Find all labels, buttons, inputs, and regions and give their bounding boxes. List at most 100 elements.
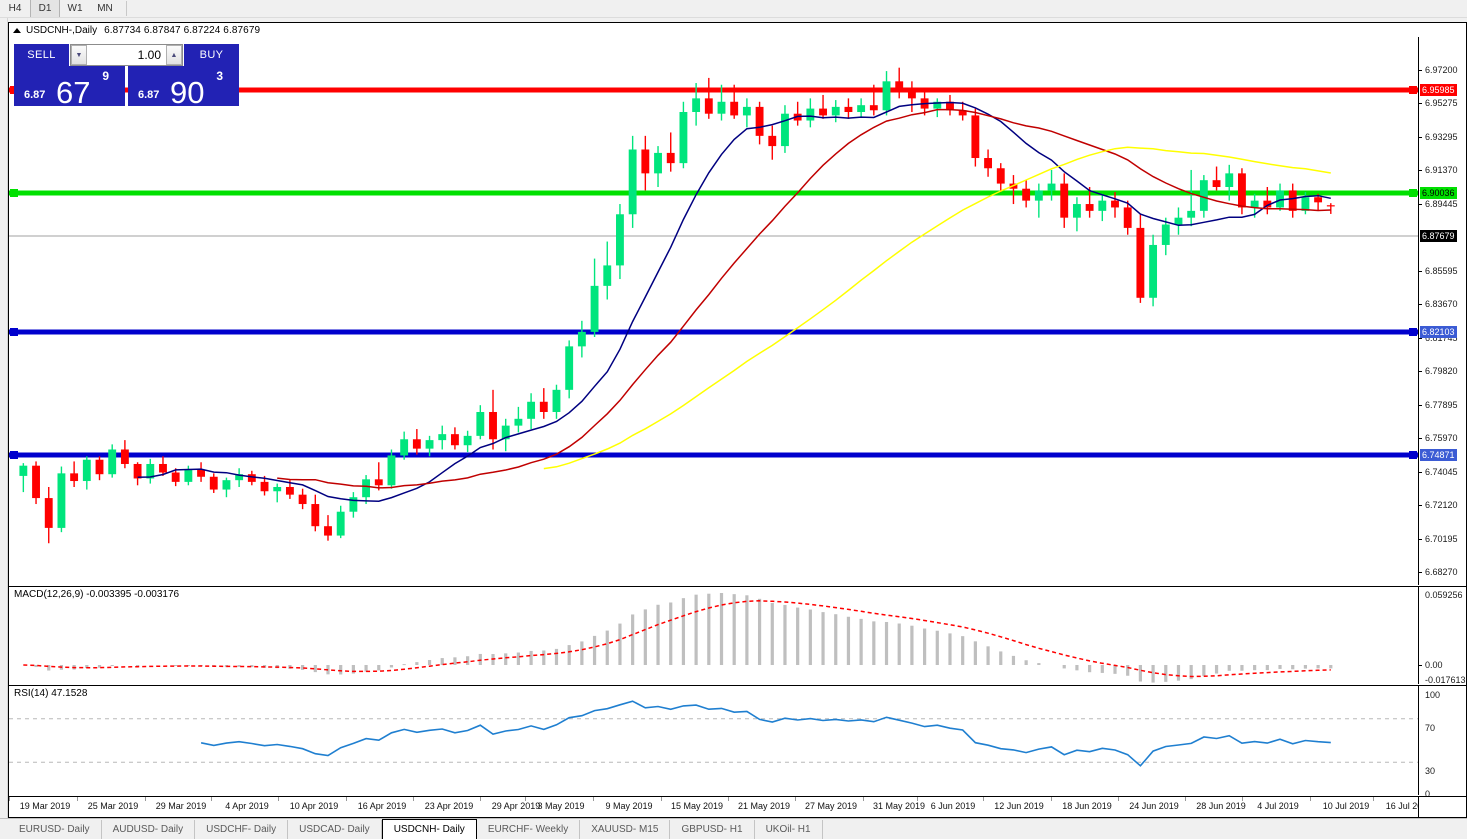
chart-tab-usdchf[interactable]: USDCHF- Daily — [195, 820, 289, 839]
macd-histogram-bar — [97, 665, 102, 668]
chart-tab-ukoil[interactable]: UKOil- H1 — [755, 820, 823, 839]
macd-histogram-bar — [859, 618, 863, 665]
macd-signal-line — [23, 600, 1331, 678]
time-axis-label: 10 Jul 2019 — [1322, 801, 1370, 811]
chart-title-bar: USDCNH-,Daily 6.87734 6.87847 6.87224 6.… — [9, 23, 1466, 37]
time-axis-label: 19 Mar 2019 — [19, 801, 71, 811]
candle-body — [1238, 173, 1246, 208]
level-anchor-pivot — [10, 189, 18, 197]
candle-body — [425, 440, 434, 449]
macd-histogram-bar — [34, 665, 38, 668]
macd-histogram-bar — [770, 603, 774, 665]
macd-histogram-bar — [1011, 655, 1016, 665]
time-axis-label: 29 Mar 2019 — [155, 801, 207, 811]
candle-body — [1326, 205, 1335, 207]
macd-histogram-bar — [1126, 665, 1130, 676]
price-tick-mark — [1419, 438, 1422, 439]
macd-histogram-bar — [999, 651, 1003, 665]
candle-body — [1098, 200, 1107, 211]
time-axis-ticks[interactable]: 19 Mar 2019 25 Mar 2019 29 Mar 2019 4 Apr 2… — [9, 797, 1432, 817]
macd-plot-area[interactable] — [9, 587, 1418, 684]
price-tick-label: 6.77895 — [1425, 400, 1458, 410]
chevron-up-icon[interactable]: ▲ — [166, 45, 182, 65]
buy-button[interactable]: BUY — [184, 44, 239, 66]
macd-histogram-bar — [1088, 665, 1092, 673]
candle-body — [590, 285, 599, 332]
candle-body — [907, 89, 916, 99]
price-tick-label: 6.68270 — [1425, 567, 1458, 577]
moving-average-ma-fast — [137, 101, 1331, 502]
macd-histogram-bar — [1214, 665, 1219, 674]
macd-histogram-bar — [1303, 665, 1308, 669]
macd-histogram-bar — [1291, 665, 1295, 670]
chart-tab-audusd[interactable]: AUDUSD- Daily — [102, 820, 196, 839]
macd-tick-label: -0.017613 — [1425, 675, 1466, 685]
macd-histogram-bar — [821, 612, 825, 665]
candle-body — [1212, 180, 1221, 187]
candle-body — [895, 81, 904, 90]
time-axis-label: 9 May 2019 — [605, 801, 653, 811]
sell-button[interactable]: SELL — [14, 44, 69, 66]
level-anchor-right-support-1 — [1409, 328, 1417, 336]
time-axis-label: 4 Jul 2019 — [1257, 801, 1299, 811]
time-axis-divider — [593, 797, 594, 801]
price-tick-mark — [1419, 304, 1422, 305]
macd-histogram-bar — [897, 623, 901, 665]
timeframe-h4[interactable]: H4 — [8, 3, 22, 14]
chart-tab-usdcnh[interactable]: USDCNH- Daily — [381, 819, 477, 839]
price-tick-mark — [1419, 204, 1422, 205]
macd-histogram-bar — [1227, 665, 1231, 671]
candle-body — [273, 486, 282, 492]
time-axis-divider — [1051, 797, 1052, 801]
macd-histogram-bar — [973, 641, 977, 665]
price-tag-resistance: 6.95985 — [1420, 84, 1457, 96]
candle-body — [19, 465, 28, 476]
price-tag-support-1: 6.82103 — [1420, 326, 1457, 338]
window-left-gutter — [0, 18, 8, 818]
chevron-down-icon[interactable]: ▼ — [71, 45, 87, 65]
rsi-line — [200, 700, 1331, 767]
macd-histogram-bar — [427, 660, 432, 665]
macd-histogram-bar — [110, 665, 114, 666]
buy-price-main: 90 — [170, 75, 205, 110]
macd-histogram-bar — [250, 665, 254, 668]
price-plot-area[interactable] — [9, 37, 1418, 585]
chart-tab-gbpusd[interactable]: GBPUSD- H1 — [670, 820, 755, 839]
rsi-plot-area[interactable] — [9, 686, 1418, 795]
triangle-up-icon[interactable] — [13, 27, 21, 33]
price-tick-label: 6.93295 — [1425, 132, 1458, 142]
volume-input[interactable]: 1.00 — [87, 45, 166, 65]
rsi-label: RSI(14) 47.1528 — [14, 688, 88, 699]
candle-body — [438, 434, 447, 441]
candle-body — [692, 98, 701, 112]
candle-body — [476, 411, 485, 436]
timeframe-w1[interactable]: W1 — [67, 3, 83, 14]
sell-price-quote[interactable]: 6.87 67 9 — [14, 66, 125, 108]
candle-body — [857, 105, 866, 112]
macd-histogram-bar — [1329, 665, 1333, 669]
candle-body — [133, 463, 142, 479]
timeframe-mn[interactable]: MN — [97, 3, 113, 14]
chart-tab-usdcad[interactable]: USDCAD- Daily — [288, 820, 382, 839]
candle-body — [869, 105, 878, 111]
macd-label: MACD(12,26,9) -0.003395 -0.003176 — [14, 589, 180, 600]
buy-price-quote[interactable]: 6.87 90 3 — [128, 66, 239, 110]
candle-body — [489, 411, 497, 440]
volume-stepper[interactable]: ▼ 1.00 ▲ — [70, 44, 183, 66]
timeframe-d1[interactable]: D1 — [30, 0, 60, 17]
price-tick-mark — [1419, 572, 1422, 573]
price-scale[interactable]: 6.97200 6.95275 6.93295 6.91370 6.89445 6.855… — [1418, 37, 1466, 611]
candle-body — [95, 459, 104, 475]
macd-histogram-bar — [745, 595, 749, 665]
one-click-trading-panel: SELL ▼ 1.00 ▲ BUY 6.87 67 9 6.87 90 3 — [14, 44, 239, 110]
candle-body — [704, 98, 713, 114]
candle-body — [742, 106, 751, 116]
candle-body — [819, 108, 827, 116]
macd-histogram-bar — [542, 650, 546, 665]
chart-tab-eurusd[interactable]: EURUSD- Daily — [8, 820, 102, 839]
chart-tab-eurchf[interactable]: EURCHF- Weekly — [477, 820, 581, 839]
time-axis-pane: 19 Mar 2019 25 Mar 2019 29 Mar 2019 4 Apr 2… — [9, 796, 1466, 817]
chart-tab-xauusd[interactable]: XAUUSD- M15 — [580, 820, 671, 839]
macd-histogram-bar — [174, 665, 178, 666]
